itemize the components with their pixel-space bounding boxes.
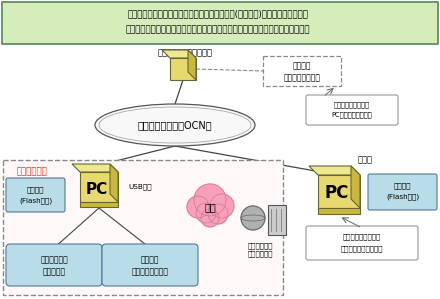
Circle shape: [208, 204, 228, 224]
Text: 下図のシステムにより、利用者が入力する情報(誕生日等)をもとにサーバ上で: 下図のシステムにより、利用者が入力する情報(誕生日等)をもとにサーバ上で: [128, 10, 308, 19]
Text: 香り調合: 香り調合: [141, 256, 159, 265]
Circle shape: [187, 196, 209, 218]
Text: 制御ソフト: 制御ソフト: [42, 268, 66, 277]
Polygon shape: [188, 50, 196, 80]
Text: (Flash対応): (Flash対応): [386, 194, 419, 200]
Text: USB接続: USB接続: [128, 184, 152, 190]
Text: (Flash対応): (Flash対応): [19, 198, 52, 204]
Polygon shape: [170, 58, 196, 80]
FancyBboxPatch shape: [6, 244, 102, 286]
Circle shape: [210, 194, 234, 218]
Text: ブラウザ: ブラウザ: [394, 183, 411, 189]
Circle shape: [196, 203, 216, 223]
Text: パターンファイル: パターンファイル: [283, 74, 320, 83]
Polygon shape: [162, 50, 196, 58]
Polygon shape: [309, 166, 360, 175]
Text: （香りは発生しない）: （香りは発生しない）: [341, 246, 383, 252]
Polygon shape: [80, 172, 118, 202]
Text: 会場外: 会場外: [357, 155, 373, 164]
FancyBboxPatch shape: [3, 160, 283, 295]
FancyBboxPatch shape: [306, 95, 398, 125]
Text: 電磁弁開閉式: 電磁弁開閉式: [247, 242, 273, 248]
Text: 占いレシピ表示のみ: 占いレシピ表示のみ: [343, 234, 381, 240]
Text: PCでローカルに保持: PCでローカルに保持: [332, 112, 372, 118]
Ellipse shape: [95, 104, 255, 146]
Polygon shape: [318, 175, 360, 208]
FancyBboxPatch shape: [268, 205, 286, 235]
Polygon shape: [80, 202, 118, 208]
Text: 香り発生装置: 香り発生装置: [247, 250, 273, 257]
Text: 星占いコンテンツサーバ: 星占いコンテンツサーバ: [158, 48, 213, 57]
FancyBboxPatch shape: [368, 174, 437, 210]
FancyBboxPatch shape: [306, 226, 418, 260]
Polygon shape: [110, 164, 118, 202]
Polygon shape: [72, 164, 118, 172]
Text: PC: PC: [325, 184, 349, 202]
FancyBboxPatch shape: [2, 2, 438, 44]
Text: ブラウザ: ブラウザ: [27, 187, 44, 193]
FancyBboxPatch shape: [102, 244, 198, 286]
Circle shape: [201, 209, 219, 227]
Text: 今図のイベントでは: 今図のイベントでは: [334, 102, 370, 108]
Text: イベント会場: イベント会場: [17, 167, 48, 176]
Text: 香り: 香り: [204, 202, 216, 212]
Text: PC: PC: [86, 181, 108, 196]
Circle shape: [194, 184, 226, 216]
Text: 香り調合: 香り調合: [293, 62, 311, 71]
Text: インターネット（OCN）: インターネット（OCN）: [138, 120, 213, 130]
Text: パターンファイル: パターンファイル: [132, 268, 169, 277]
FancyBboxPatch shape: [6, 178, 65, 212]
Text: 香り発生装置: 香り発生装置: [40, 256, 68, 265]
Polygon shape: [318, 208, 360, 214]
Polygon shape: [351, 166, 360, 208]
Circle shape: [241, 206, 265, 230]
FancyBboxPatch shape: [263, 56, 341, 86]
Text: 星占いを実行し、その結果（占いレシピ）に応じた香りを空気中に送出します。: 星占いを実行し、その結果（占いレシピ）に応じた香りを空気中に送出します。: [126, 25, 310, 34]
